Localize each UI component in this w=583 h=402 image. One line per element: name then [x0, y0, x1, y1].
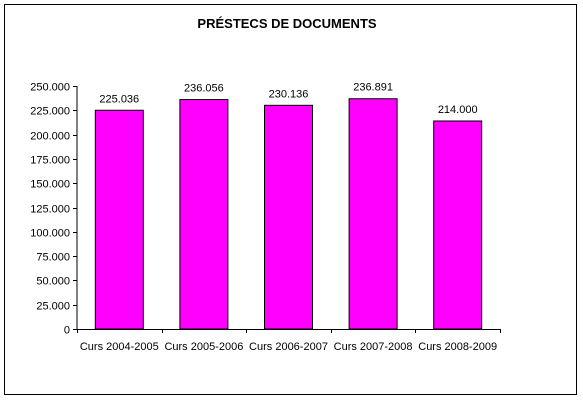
y-tick-label: 100.000: [30, 228, 70, 240]
y-tick-label: 175.000: [30, 155, 70, 167]
bars: [94, 98, 483, 330]
x-tick-label: Curs 2008-2009: [418, 341, 497, 353]
data-label: 230.136: [269, 88, 309, 100]
y-tick-label: 50.000: [36, 276, 70, 288]
y-axis: 0 25.000 50.000 75.000 100.000 125.000 150.000…: [30, 82, 78, 337]
x-tick-label: Curs 2004-2005: [80, 341, 159, 353]
bar-3: [264, 104, 313, 330]
y-tick-label: 25.000: [36, 301, 70, 313]
data-label: 214.000: [438, 104, 478, 116]
bar-2: [179, 99, 229, 330]
y-tick-label: 75.000: [36, 252, 70, 264]
bar-4: [348, 98, 398, 330]
y-tick-label: 0: [64, 325, 70, 337]
bar-1: [94, 109, 144, 330]
y-tick-label: 225.000: [30, 106, 70, 118]
data-label: 225.036: [99, 93, 139, 105]
x-tick-label: Curs 2006-2007: [249, 341, 328, 353]
y-tick-label: 250.000: [30, 82, 70, 94]
data-label: 236.891: [353, 82, 393, 94]
x-tick-label: Curs 2007-2008: [334, 341, 413, 353]
y-tick-label: 150.000: [30, 179, 70, 191]
x-tick-label: Curs 2005-2006: [164, 341, 243, 353]
data-label: 236.056: [184, 83, 224, 95]
y-tick-label: 125.000: [30, 204, 70, 216]
x-axis: Curs 2004-2005 Curs 2005-2006 Curs 2006-20…: [77, 329, 501, 353]
chart-title: PRÉSTECS DE DOCUMENTS: [197, 16, 376, 31]
bar-5: [433, 120, 483, 330]
y-tick-label: 200.000: [30, 131, 70, 143]
data-labels: 225.036 236.056 230.136 236.891 214.000: [99, 82, 477, 116]
